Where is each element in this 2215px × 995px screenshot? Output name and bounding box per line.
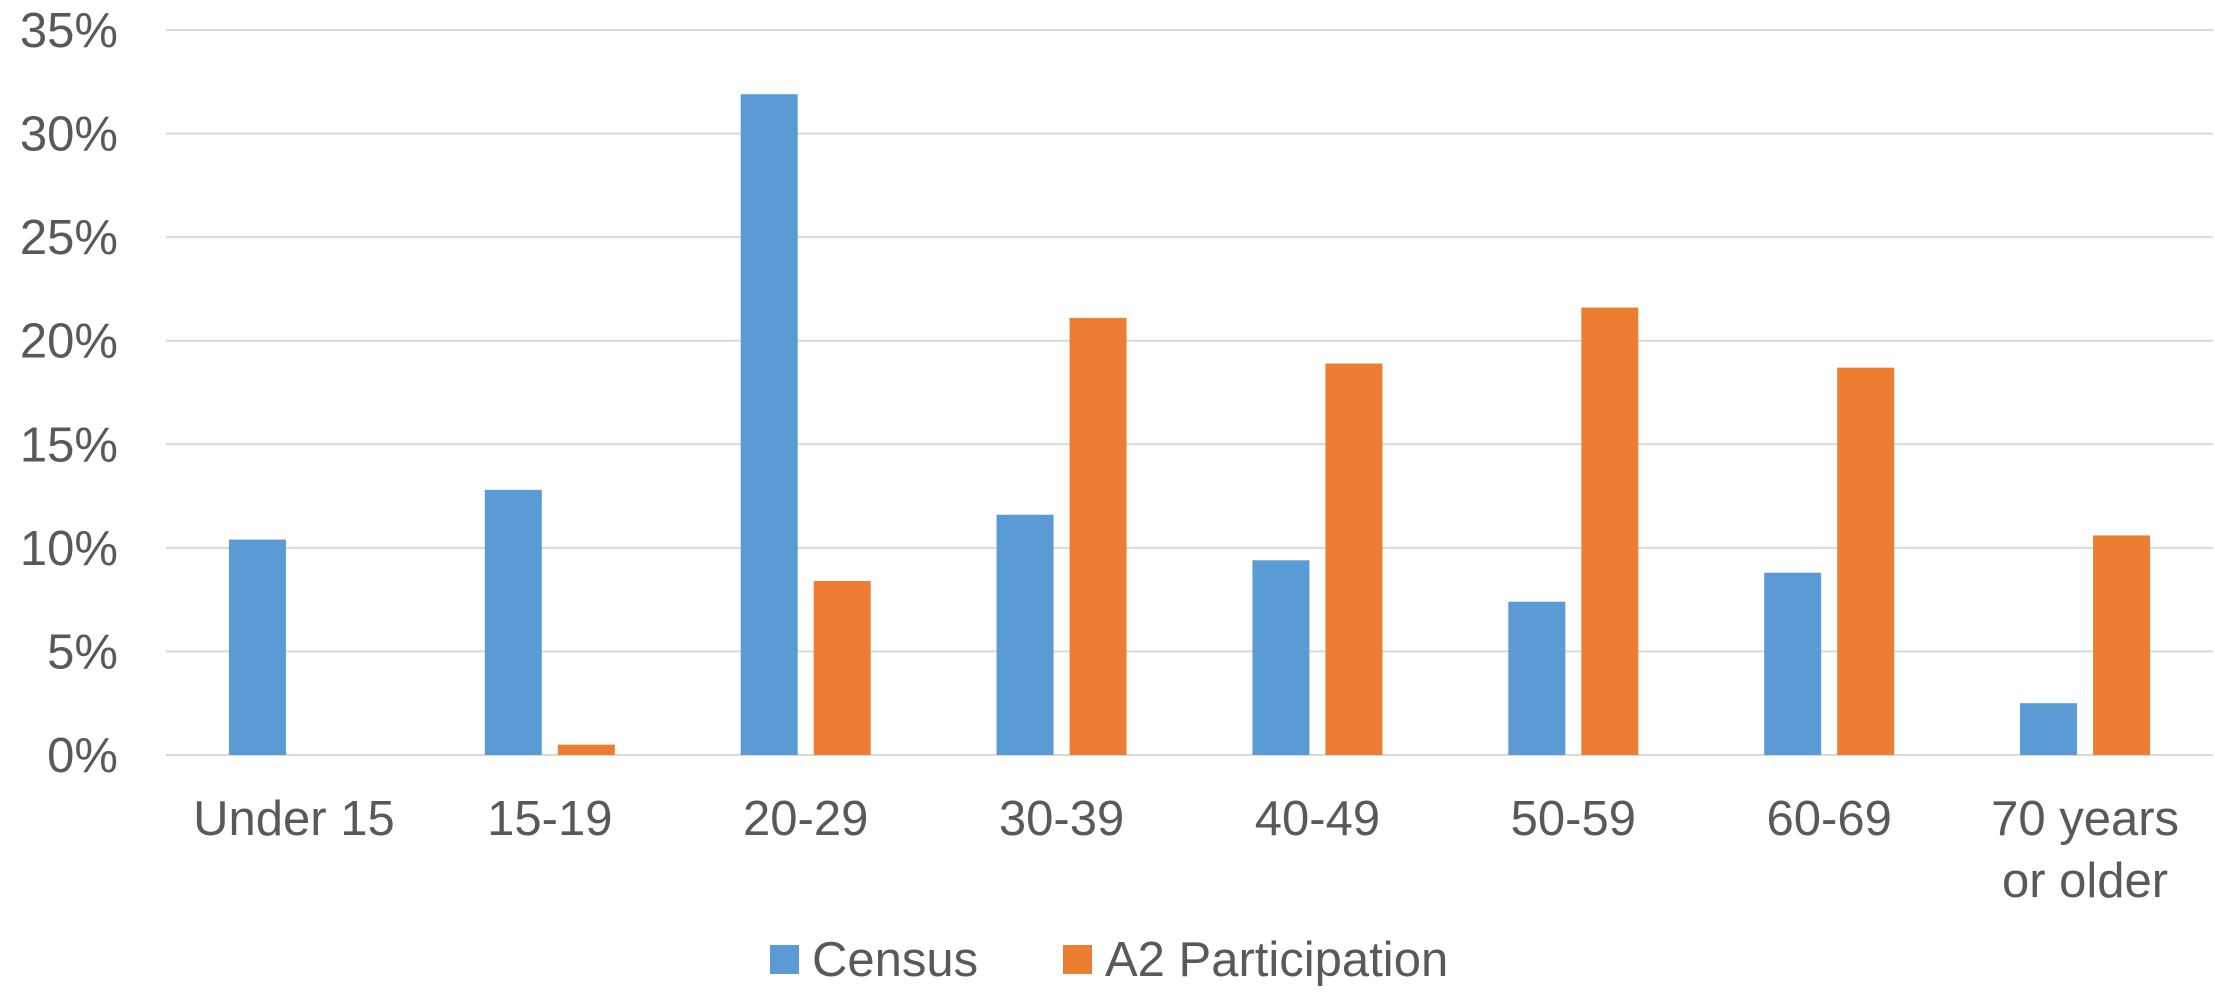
bar-a2-participation [1069,317,1127,755]
x-tick-label: 60-69 [1767,792,1892,846]
bar-a2-participation [813,581,871,755]
legend-label: Census [812,933,978,987]
bar-census [1764,572,1822,755]
bar-census [1508,601,1566,755]
y-tick-label: 0% [47,729,118,783]
y-tick-label: 5% [47,625,118,679]
legend-swatch [1063,945,1092,974]
legend: Census A2 Participation [770,933,1448,987]
x-tick-label: Under 15 [193,792,395,846]
x-tick-label: 50-59 [1511,792,1636,846]
bar-census [484,489,542,755]
y-tick-label: 30% [20,108,118,162]
bar-a2-participation [1837,367,1895,755]
y-tick-label: 15% [20,418,118,472]
bar-census [740,94,798,755]
x-axis-tick-labels: Under 15 15-19 20-29 30-39 40-49 50-59 60-69 70… [193,792,2179,908]
y-tick-label: 10% [20,522,118,576]
y-axis-tick-labels: 0% 5% 10% 15% 20% 25% 30% 35% [20,4,118,783]
legend-swatch [770,945,799,974]
gridlines [166,29,2213,756]
y-tick-label: 35% [20,4,118,58]
bar-a2-participation [557,744,615,755]
bar-a2-participation [2093,535,2151,755]
x-tick-label: 20-29 [743,792,868,846]
legend-label: A2 Participation [1105,933,1448,987]
x-tick-label: 30-39 [999,792,1124,846]
y-tick-label: 20% [20,315,118,369]
bar-census [1252,560,1310,755]
x-tick-label: 70 years or older [1991,792,2179,908]
bar-census [228,539,286,755]
bar-census [996,514,1054,755]
y-tick-label: 25% [20,211,118,265]
bar-a2-participation [1325,363,1383,755]
bar-census [2020,703,2078,755]
bar-a2-participation [1581,307,1639,755]
x-tick-label: 15-19 [487,792,612,846]
bars [228,94,2151,755]
x-tick-label: 40-49 [1255,792,1380,846]
